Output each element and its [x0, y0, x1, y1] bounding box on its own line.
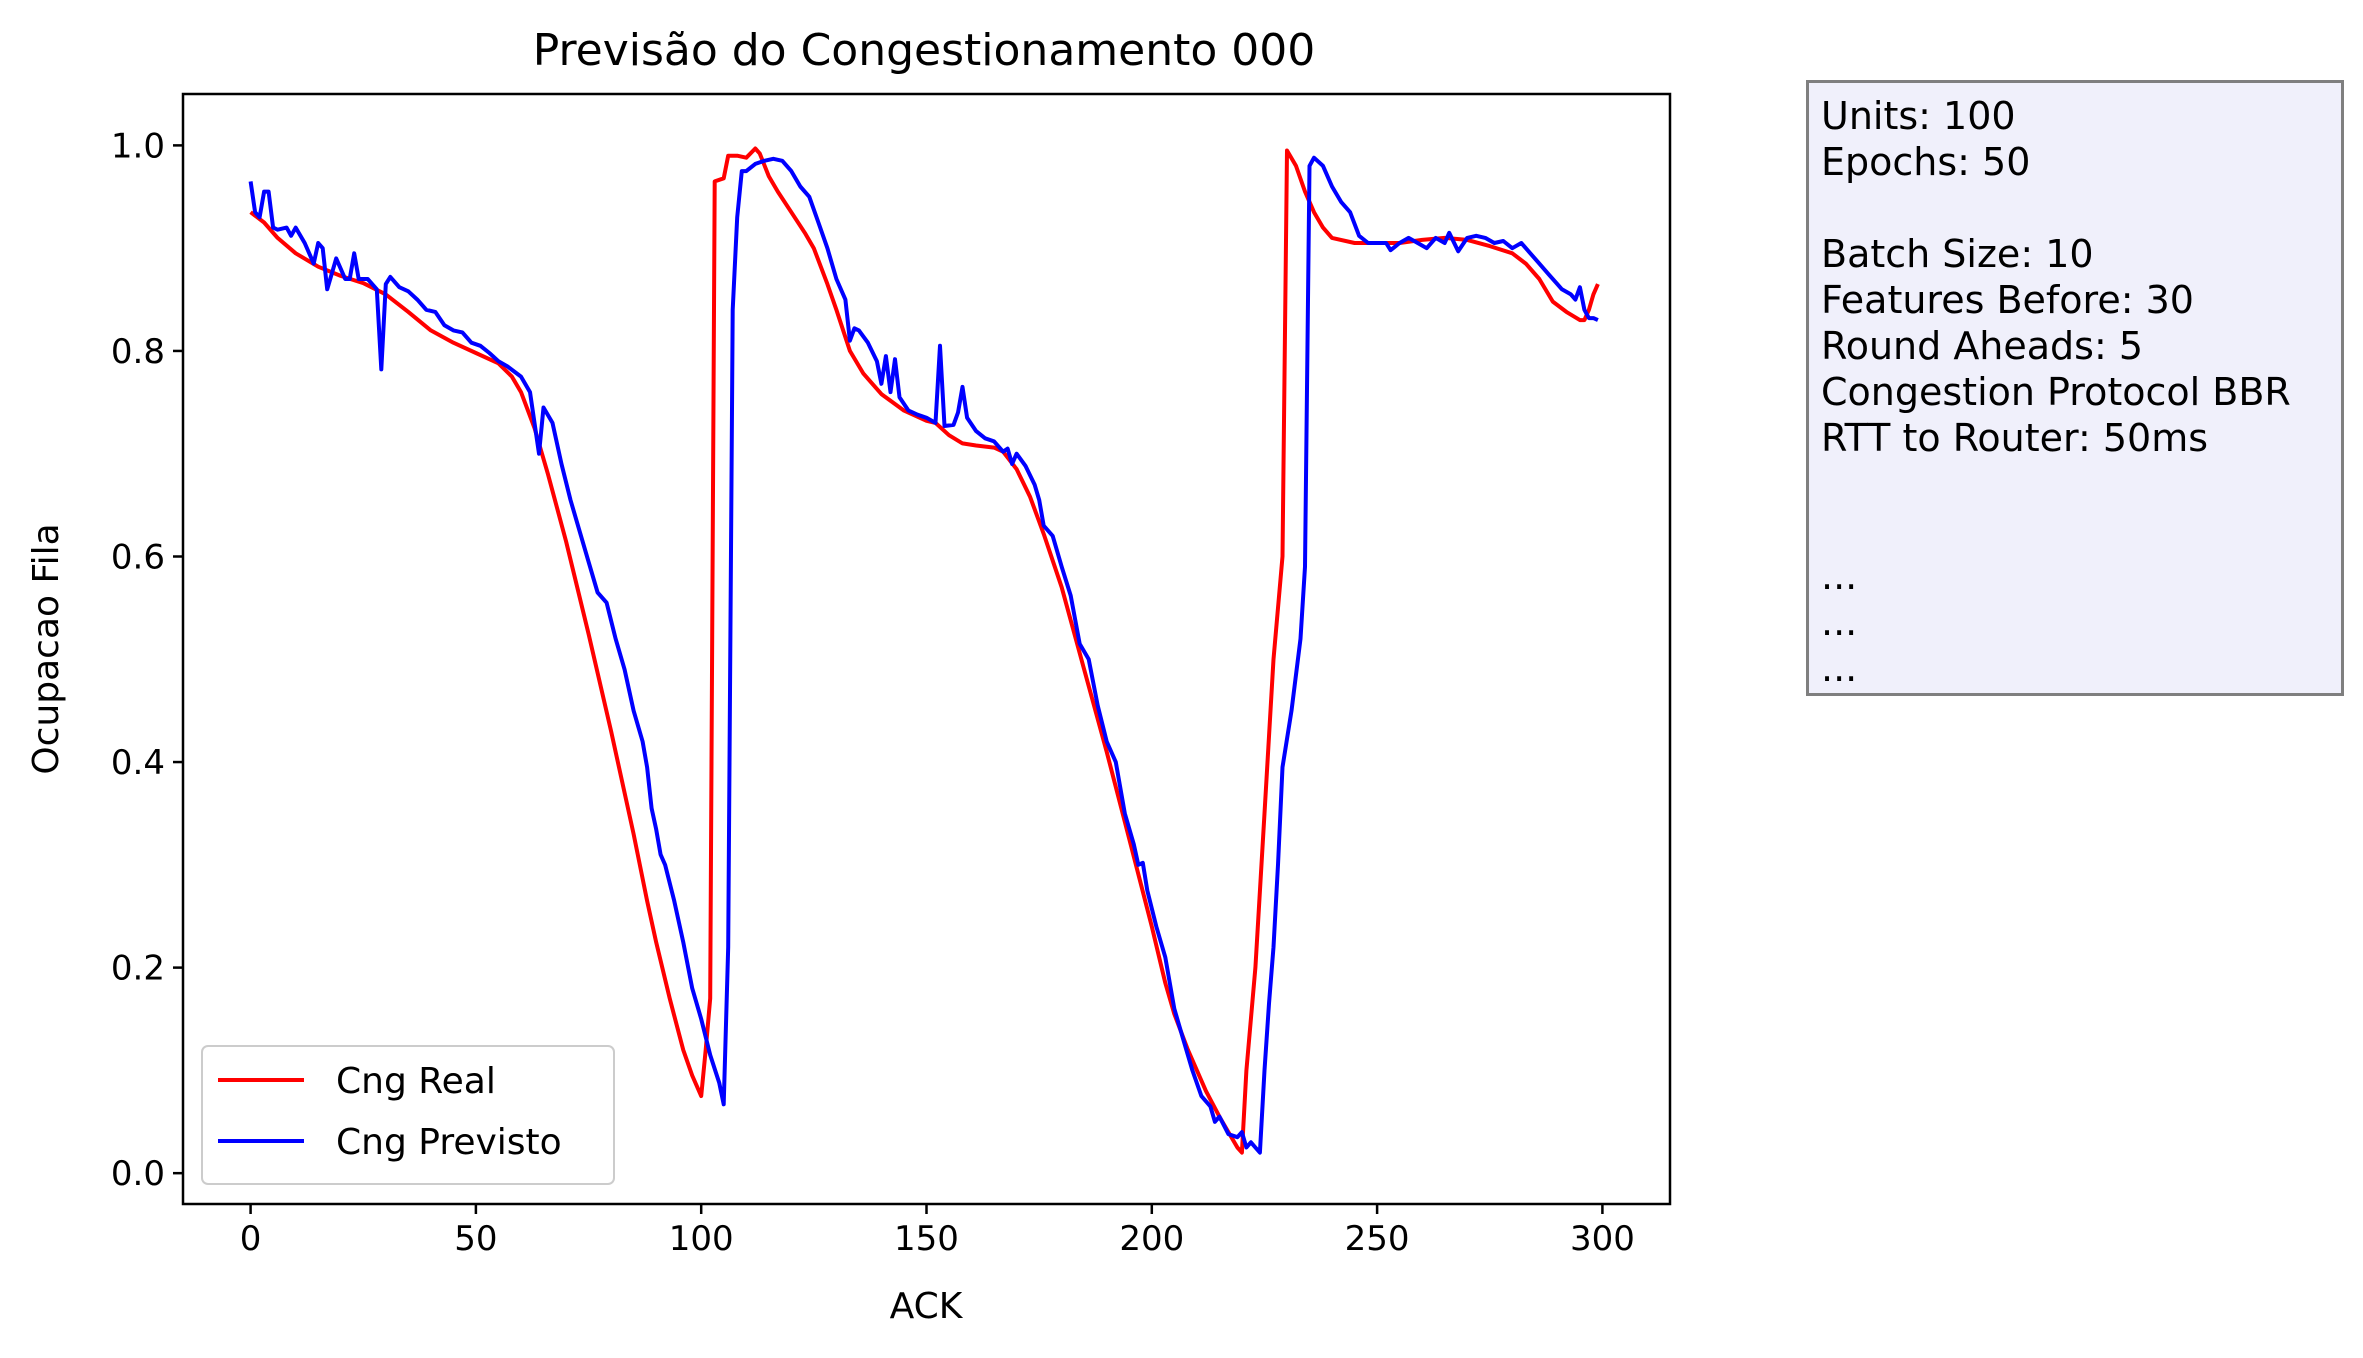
x-tick-label: 50 — [454, 1219, 497, 1259]
info-line: ... — [1821, 554, 1858, 598]
info-line: Features Before: 30 — [1821, 278, 2194, 322]
chart-title: Previsão do Congestionamento 000 — [533, 25, 1316, 76]
info-line — [1821, 185, 2329, 231]
info-line — [1821, 461, 2329, 507]
x-tick-label: 300 — [1570, 1219, 1635, 1259]
x-axis: 0 50 100 150 200 250 300 — [240, 1204, 1635, 1259]
y-tick-label: 0.0 — [111, 1154, 165, 1194]
info-line: Units: 100 — [1821, 94, 2016, 138]
x-tick-label: 250 — [1345, 1219, 1410, 1259]
plot-area-frame — [181, 92, 1672, 1206]
y-tick-label: 0.8 — [111, 332, 165, 372]
info-line: Epochs: 50 — [1821, 140, 2031, 184]
series-line-cng-real — [249, 146, 1600, 1155]
info-line: Batch Size: 10 — [1821, 232, 2094, 276]
plot-series — [248, 146, 1600, 1155]
legend-label-cng-real: Cng Real — [336, 1061, 496, 1102]
series-line-cng-previsto — [248, 155, 1599, 1155]
info-line: Round Aheads: 5 — [1821, 324, 2144, 368]
info-line: Congestion Protocol BBR — [1821, 370, 2291, 414]
info-box: Units: 100 Epochs: 50 Batch Size: 10 Featur… — [1806, 80, 2344, 696]
legend-frame — [201, 1045, 615, 1185]
x-tick-label: 150 — [894, 1219, 959, 1259]
y-axis-label: Ocupacao Fila — [26, 523, 67, 774]
x-tick-label: 100 — [669, 1219, 734, 1259]
y-tick-label: 0.2 — [111, 949, 165, 989]
y-tick-label: 0.6 — [111, 538, 165, 578]
legend-label-cng-previsto: Cng Previsto — [336, 1122, 562, 1163]
y-tick-label: 0.4 — [111, 743, 165, 783]
info-line — [1821, 507, 2329, 553]
y-tick-label: 1.0 — [111, 126, 165, 166]
legend: Cng Real Cng Previsto — [201, 1045, 615, 1185]
y-axis: 0.0 0.2 0.4 0.6 0.8 1.0 — [111, 126, 183, 1194]
info-line: ... — [1821, 600, 1858, 644]
x-tick-label: 200 — [1119, 1219, 1184, 1259]
info-line: RTT to Router: 50ms — [1821, 416, 2209, 460]
x-tick-label: 0 — [240, 1219, 262, 1259]
x-axis-label: ACK — [890, 1286, 964, 1327]
info-line: ... — [1821, 646, 1858, 690]
